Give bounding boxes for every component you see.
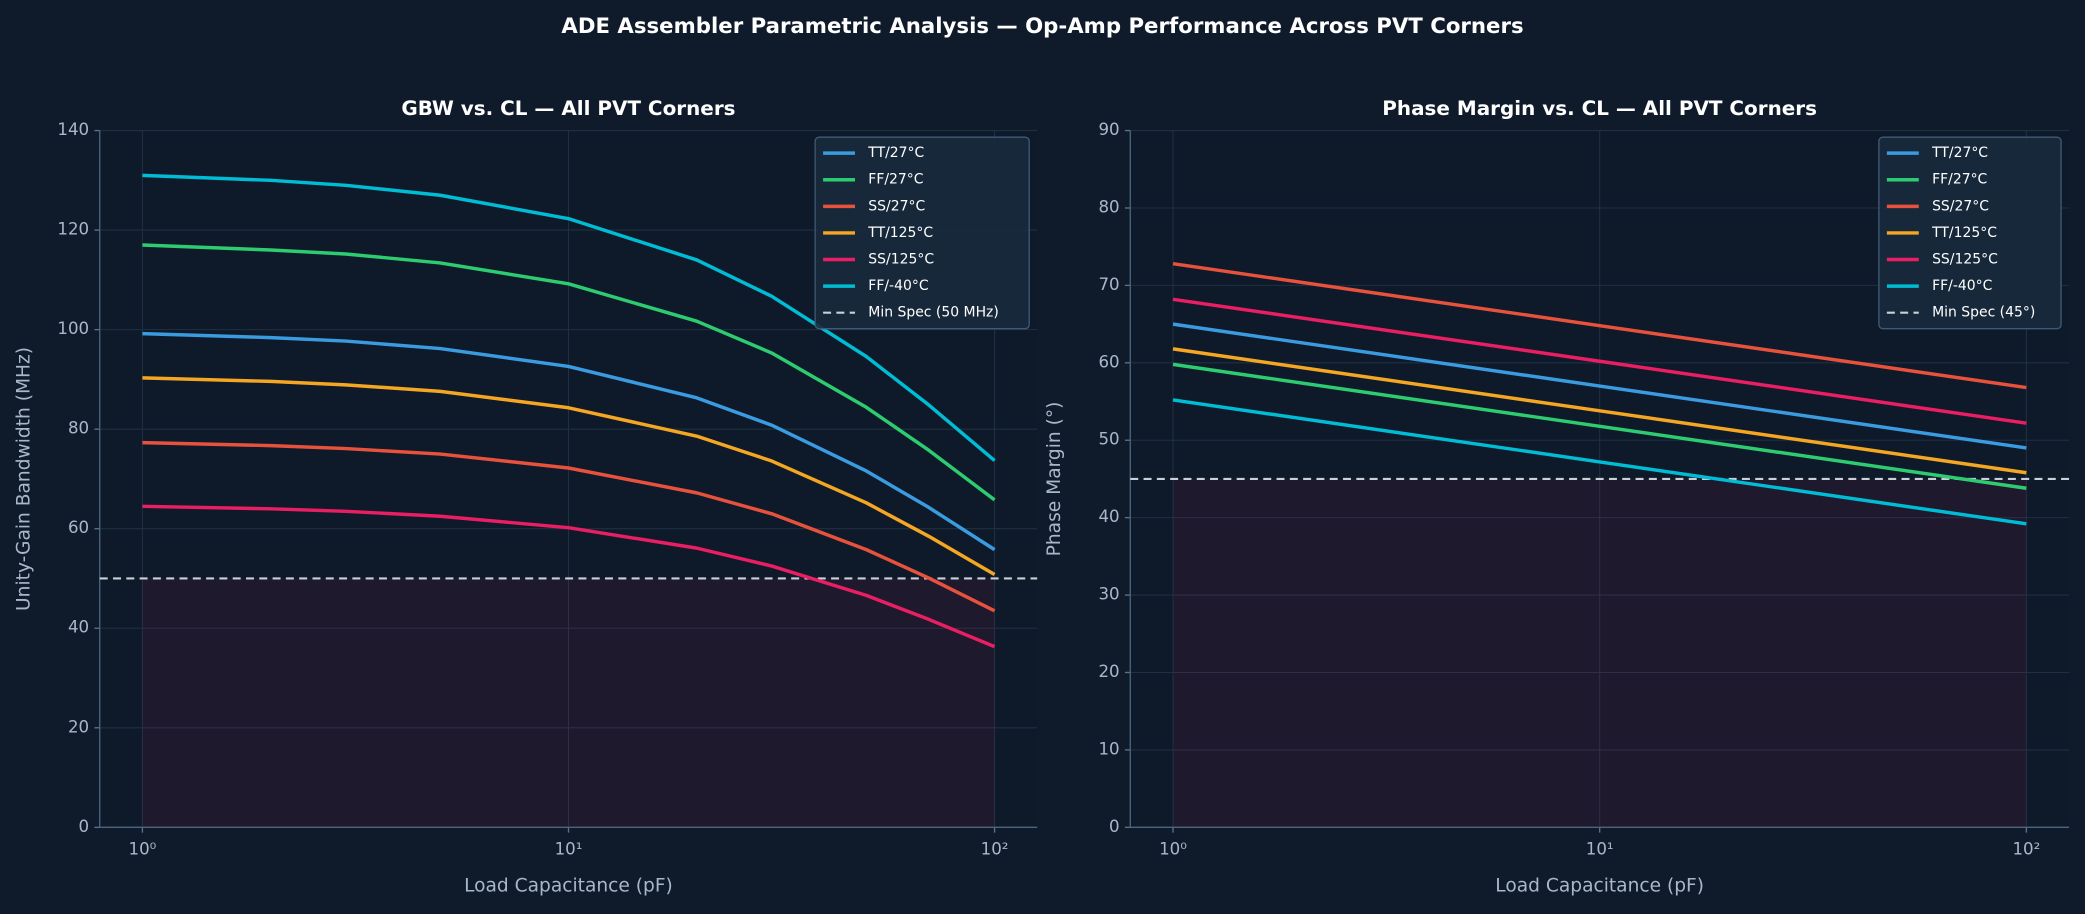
series-line — [142, 243, 996, 502]
series-line — [1172, 262, 2027, 390]
x-tick-label: 10⁰ — [129, 839, 157, 858]
y-tick-label: 30 — [1098, 585, 1119, 604]
y-tick-label: 50 — [1098, 430, 1119, 449]
series-line — [142, 331, 996, 552]
series-line — [142, 173, 996, 462]
y-tick-label: 0 — [1109, 817, 1120, 836]
y-tick-label: 40 — [1098, 507, 1119, 526]
legend-label: FF/27°C — [1932, 172, 1987, 188]
y-tick-label: 80 — [1098, 197, 1119, 216]
y-tick-label: 40 — [68, 618, 89, 637]
series-line — [142, 504, 996, 649]
series-line — [1172, 398, 2027, 526]
legend-label: FF/-40°C — [1932, 278, 1992, 294]
y-tick-label: 80 — [68, 419, 89, 438]
y-tick-label: 100 — [57, 319, 89, 338]
spec-fail-region — [142, 578, 995, 828]
y-tick-label: 120 — [57, 220, 89, 239]
y-tick-label: 60 — [68, 518, 89, 537]
x-tick-label: 10¹ — [1586, 839, 1614, 858]
subplot-title: GBW vs. CL — All PVT Corners — [401, 96, 735, 120]
y-tick-label: 20 — [68, 717, 89, 736]
legend-label: FF/-40°C — [868, 278, 928, 294]
x-axis-label: Load Capacitance (pF) — [464, 875, 673, 896]
x-tick-label: 10² — [2012, 839, 2040, 858]
y-tick-label: 60 — [1098, 352, 1119, 371]
y-tick-label: 0 — [79, 817, 90, 836]
subplot-title: Phase Margin vs. CL — All PVT Corners — [1382, 96, 1817, 120]
legend-label: SS/27°C — [868, 198, 925, 214]
series-line — [1172, 297, 2027, 425]
x-tick-label: 10¹ — [555, 839, 583, 858]
legend-label: SS/27°C — [1932, 198, 1989, 214]
legend-label: Min Spec (50 MHz) — [868, 305, 999, 321]
legend-box — [1878, 136, 2062, 330]
series-line — [1172, 322, 2027, 450]
legend-label: Min Spec (45°) — [1932, 305, 2035, 321]
y-axis-label: Phase Margin (°) — [1044, 402, 1065, 557]
y-tick-label: 70 — [1098, 275, 1119, 294]
series-line — [1172, 347, 2027, 475]
legend-label: TT/125°C — [1931, 225, 1997, 241]
legend-box — [814, 136, 1030, 330]
x-tick-label: 10⁰ — [1159, 839, 1187, 858]
legend-label: SS/125°C — [868, 252, 934, 268]
legend-label: FF/27°C — [868, 172, 923, 188]
legend-label: TT/27°C — [1931, 145, 1988, 161]
y-tick-label: 90 — [1098, 120, 1119, 139]
x-tick-label: 10² — [981, 839, 1009, 858]
legend-label: TT/125°C — [867, 225, 933, 241]
x-axis-label: Load Capacitance (pF) — [1495, 875, 1704, 896]
y-tick-label: 10 — [1098, 739, 1119, 758]
spec-fail-region — [1173, 478, 2027, 828]
series-line — [1172, 362, 2027, 490]
series-line — [142, 376, 996, 576]
legend-label: TT/27°C — [867, 145, 924, 161]
series-line — [142, 440, 996, 613]
legend-label: SS/125°C — [1932, 252, 1998, 268]
y-tick-label: 20 — [1098, 662, 1119, 681]
page-title: ADE Assembler Parametric Analysis — Op-A… — [561, 14, 1523, 39]
y-axis-label: Unity-Gain Bandwidth (MHz) — [13, 347, 34, 611]
y-tick-label: 140 — [57, 120, 89, 139]
